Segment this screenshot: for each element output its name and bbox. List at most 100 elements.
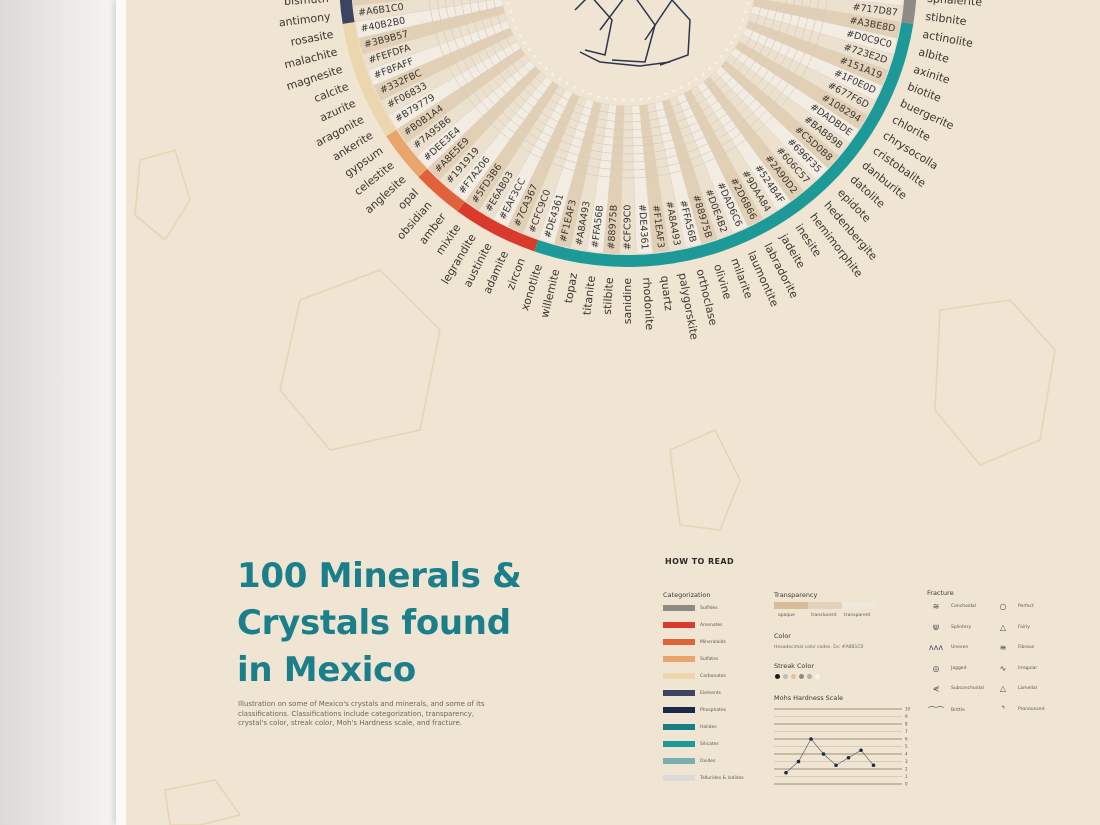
category-legend-item: Tellurides & Iodides [663, 775, 744, 781]
category-swatch [663, 639, 695, 645]
streak-dot [741, 18, 744, 22]
spiral-icon: ◎ [932, 663, 940, 673]
category-swatch [663, 605, 695, 611]
streak-color-dot [807, 674, 812, 679]
streak-dot [533, 55, 536, 58]
fracture-label: Lamellar [1018, 686, 1038, 691]
mineral-label: sanidine [621, 278, 634, 325]
color-description: Hexadecimal color codes. Ex: #A6B1C0 [774, 645, 864, 650]
streak-dot [523, 41, 526, 44]
category-ring-sulfides [901, 0, 917, 25]
streak-dot [518, 33, 522, 37]
fracture-legend-item: ∿ Irregular [992, 663, 1038, 673]
hardness-gridline [485, 0, 771, 123]
fracture-legend-item: ⋞ Subconchoidal [925, 684, 984, 693]
mohs-tick-label: 9 [905, 714, 908, 719]
transparency-band [738, 34, 876, 116]
streak-dot [738, 26, 741, 29]
transparency-band [388, 41, 522, 130]
mineral-label: titanite [580, 275, 598, 316]
category-legend-item: Sulfates [663, 656, 718, 662]
fracture-legend-item: △ Fairly [992, 623, 1030, 632]
transparency-swatch [808, 602, 842, 609]
category-label: Oxides [700, 758, 716, 764]
conchoidal-icon: ≋ [932, 602, 940, 611]
hardness-gridline [453, 0, 803, 155]
hardness-gridline [477, 0, 779, 131]
fibrous-icon: ≡ [999, 643, 1007, 652]
streak-dot [622, 98, 626, 102]
mohs-tick-label: 3 [905, 759, 908, 764]
streak-dot [605, 96, 609, 100]
streak-dot [680, 86, 683, 89]
transparency-swatch [842, 602, 876, 609]
circle-icon: ○ [999, 602, 1007, 611]
mineral-label: antimony [278, 10, 332, 30]
category-swatch [663, 707, 695, 713]
streak-dot [538, 61, 542, 65]
transparency-band [396, 47, 526, 144]
fracture-legend-item: ≡ Fibrous [992, 643, 1034, 652]
streak-dot [545, 67, 548, 70]
transparency-band [696, 81, 791, 211]
transparency-band [669, 96, 734, 240]
fracture-heading: Fracture [927, 589, 954, 597]
mohs-tick-label: 5 [905, 744, 908, 749]
hex-code-label: #DE4361 [636, 204, 650, 250]
transparency-band [570, 102, 610, 252]
streak-dot [725, 48, 729, 52]
streak-color-dot [791, 674, 796, 679]
hex-code-label: #CFC9C0 [623, 205, 634, 250]
streak-dot [694, 77, 698, 81]
hardness-gridline [437, 0, 819, 171]
mohs-tick-label: 8 [905, 722, 908, 727]
transparency-band [748, 13, 894, 71]
transparency-band [416, 60, 536, 169]
mohs-point [796, 759, 801, 764]
transparency-band [586, 104, 617, 254]
hardness-gridline [445, 0, 811, 163]
category-swatch [663, 741, 695, 747]
fracture-label: Splintery [951, 624, 972, 630]
category-swatch [663, 724, 695, 730]
title-line: in Mexico [237, 650, 416, 690]
categorization-heading: Categorization [663, 591, 711, 599]
transparency-band [507, 92, 580, 234]
streak-dot [507, 2, 510, 5]
hex-code-label: #88975B [606, 205, 620, 250]
category-label: Arsenates [700, 622, 723, 628]
category-label: Silicates [700, 741, 719, 747]
mohs-point [834, 763, 838, 768]
category-legend-item: Mineraloids [663, 639, 726, 645]
triangle-icon: △ [999, 622, 1007, 632]
splintery-icon: ⋓ [932, 622, 940, 632]
poster-title: 100 Minerals & Crystals found in Mexico [237, 553, 557, 694]
transparency-band [631, 105, 654, 255]
mohs-point [821, 752, 826, 756]
hardness-gridline [493, 0, 763, 115]
transparency-band [451, 76, 553, 202]
transparency-band [602, 105, 625, 255]
fracture-legend-item: ⌒⌒ Brittle [925, 705, 965, 716]
background-crystal-outlines [134, 149, 1056, 825]
streak-color-dot [815, 674, 820, 679]
streak-dot [743, 10, 747, 13]
transparency-band [554, 101, 602, 249]
triangle-outline-icon: △ [999, 684, 1007, 693]
category-ring-arsenates [457, 201, 539, 252]
fracture-legend-item: ○ Perfect [992, 602, 1034, 611]
streak-dot [515, 26, 518, 29]
mineral-label: sphalerite [927, 0, 983, 9]
category-ring-mineraloids [418, 168, 465, 212]
transparency-band [465, 81, 560, 211]
transparency-band [654, 101, 702, 249]
brittle-icon: ⌒⌒ [928, 705, 944, 715]
mohs-point [809, 737, 813, 741]
category-legend-item: Halides [663, 724, 717, 730]
transparency-band [619, 105, 637, 255]
transparency-swatch [774, 602, 808, 609]
category-label: Phosphates [700, 707, 727, 713]
irregular-icon: ∿ [999, 663, 1007, 673]
streak-dot [558, 77, 562, 81]
streak-dot [639, 98, 643, 101]
